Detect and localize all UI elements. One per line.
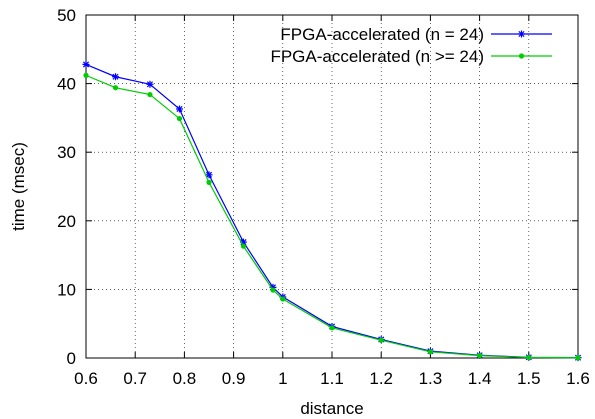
x-tick-label: 0.9 [222,369,246,388]
x-tick-label: 0.8 [173,369,197,388]
legend-entry: FPGA-accelerated (n = 24) [280,25,552,44]
x-tick-label: 1.1 [320,369,344,388]
x-tick-label: 1 [278,369,287,388]
data-point [280,296,286,302]
x-tick-label: 0.6 [74,369,98,388]
y-tick-label: 20 [57,212,76,231]
data-point [146,80,154,88]
data-point [112,85,119,91]
legend-marker [518,53,525,59]
x-tick-label: 1.4 [468,369,492,388]
x-tick-label: 1.3 [419,369,443,388]
legend: FPGA-accelerated (n = 24) FPGA-accelerate… [270,25,552,66]
y-tick-label: 30 [57,143,76,162]
grid-lines [86,15,578,358]
y-tick-label: 10 [57,280,76,299]
legend-marker [518,30,525,38]
y-axis-title: time (msec) [9,142,28,231]
data-point [147,91,153,98]
legend-entry: FPGA-accelerated (n >= 24) [270,47,552,66]
series-layer [82,60,582,362]
data-point [205,171,213,179]
y-tick-label: 0 [67,349,76,368]
data-point [378,337,384,343]
data-point [82,60,90,68]
data-point [175,105,183,113]
x-tick-label: 1.2 [369,369,393,388]
series-2 [83,72,581,361]
data-point [477,352,483,359]
axis-ticks: 0.6 0.7 0.8 0.9 1 1.1 1.2 1.3 1.4 1.5 1.6 0 10 20 30 40… [57,6,590,388]
data-point [240,243,247,249]
data-point [526,354,532,361]
x-tick-label: 1.6 [566,369,590,388]
data-point [112,73,120,81]
legend-label: FPGA-accelerated (n >= 24) [270,47,484,66]
x-axis-title: distance [300,399,363,418]
legend-label: FPGA-accelerated (n = 24) [280,25,484,44]
data-point [329,325,335,331]
x-tick-label: 1.5 [517,369,541,388]
data-point [575,355,581,361]
data-point [270,287,276,293]
data-point [83,72,89,78]
data-point [176,115,183,122]
y-tick-label: 50 [57,6,76,25]
data-point [427,349,433,355]
x-tick-label: 0.7 [123,369,147,388]
series-line [85,74,579,359]
plot-area-frame [85,14,579,359]
y-tick-label: 40 [57,75,76,94]
data-point [206,179,212,185]
